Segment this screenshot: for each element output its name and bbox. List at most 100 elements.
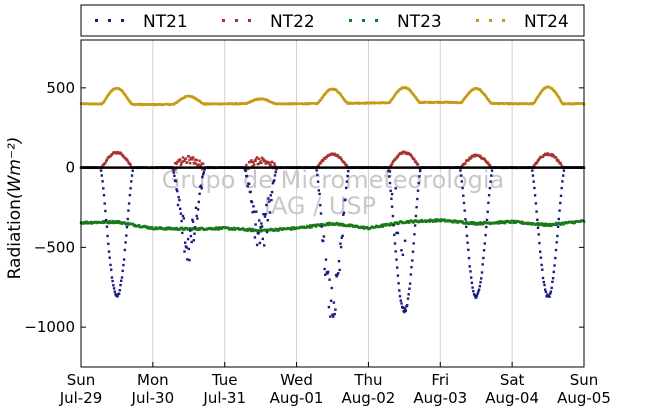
nt21-point: [490, 169, 494, 172]
nt22-point: [201, 168, 204, 171]
nt22-point: [129, 163, 132, 166]
nt23-point: [108, 219, 111, 223]
nt21-point: [408, 282, 412, 285]
nt21-point: [327, 270, 330, 274]
nt23-point: [464, 222, 467, 225]
nt23-point: [227, 226, 230, 229]
nt21-point: [273, 179, 276, 182]
nt21-point: [258, 241, 262, 245]
nt22-point: [416, 163, 420, 166]
nt23-point: [503, 222, 507, 225]
nt21-point: [267, 197, 270, 200]
nt21-point: [398, 289, 401, 292]
nt22-point: [260, 161, 263, 165]
nt21-point: [316, 173, 319, 177]
nt24-point: [322, 95, 325, 98]
nt22-point: [195, 158, 198, 162]
nt21-point: [174, 179, 178, 183]
nt21-point: [249, 190, 252, 194]
nt21-point: [544, 290, 548, 294]
y-tick-label: 500: [46, 79, 75, 97]
nt22-point: [104, 161, 107, 165]
nt22-point: [260, 156, 264, 159]
nt21-point: [406, 304, 409, 307]
nt22-point: [122, 155, 126, 158]
nt24-point: [339, 93, 343, 97]
nt22-point: [259, 160, 262, 163]
nt23-point: [181, 226, 184, 230]
nt24-point: [536, 95, 540, 99]
nt24-point: [120, 89, 124, 92]
nt23-point: [342, 223, 345, 226]
nt21-point: [111, 279, 114, 283]
nt22-point: [263, 159, 267, 162]
nt21-point: [265, 230, 269, 234]
nt22-point: [413, 158, 416, 161]
nt23-point: [479, 221, 482, 224]
nt23-point: [548, 224, 551, 228]
nt21-point: [183, 250, 186, 253]
nt22-point: [535, 162, 538, 165]
nt21-point: [553, 264, 556, 267]
nt21-point: [539, 250, 542, 253]
nt21-point: [475, 296, 478, 299]
nt21-point: [116, 295, 119, 298]
nt22-point: [267, 160, 270, 164]
nt21-point: [403, 307, 407, 310]
nt21-point: [413, 224, 417, 227]
nt21-point: [531, 169, 534, 172]
nt23-point: [431, 219, 434, 222]
nt22-point: [250, 160, 254, 164]
nt22-point: [479, 154, 482, 158]
nt21-point: [270, 190, 274, 194]
nt23-point: [434, 220, 438, 223]
nt24-point: [105, 97, 108, 100]
nt23-point: [461, 220, 464, 223]
nt23-point: [388, 223, 392, 227]
nt22-point: [176, 160, 179, 164]
nt23-point: [216, 226, 219, 229]
nt21-point: [544, 288, 547, 291]
nt23-point: [526, 221, 529, 224]
nt23-point: [549, 222, 552, 226]
nt22-point: [126, 159, 129, 163]
nt22-point: [461, 164, 464, 168]
nt22-point: [470, 156, 473, 160]
nt21-point: [560, 186, 563, 190]
nt21-point: [418, 175, 421, 178]
nt22-point: [191, 158, 194, 161]
nt21-point: [335, 275, 338, 278]
nt21-point: [258, 219, 261, 222]
nt24-point: [465, 95, 468, 99]
nt21-point: [347, 170, 350, 173]
legend-marker: [121, 19, 124, 22]
nt23-point: [406, 219, 409, 223]
nt22-point: [257, 162, 260, 166]
nt22-point: [245, 163, 248, 167]
nt21-point: [467, 256, 471, 260]
nt23-point: [554, 221, 558, 225]
nt21-point: [177, 196, 180, 199]
nt24-point: [466, 93, 469, 97]
nt21-point: [261, 237, 264, 241]
nt23-point: [428, 220, 431, 223]
nt21-point: [392, 224, 395, 227]
nt21-point: [268, 211, 272, 214]
nt21-point: [404, 309, 407, 313]
nt21-point: [184, 241, 187, 244]
nt21-point: [99, 169, 103, 172]
nt23-point: [439, 220, 442, 223]
nt21-point: [119, 283, 122, 287]
nt23-point: [309, 224, 312, 227]
nt23-point: [465, 220, 468, 224]
nt21-point: [471, 286, 474, 289]
nt24-point: [106, 94, 109, 98]
nt23-point: [232, 226, 236, 230]
x-tick-label-date: Aug-01: [270, 389, 324, 407]
nt22-point: [464, 162, 467, 165]
nt23-point: [472, 221, 475, 224]
nt21-point: [193, 232, 196, 235]
nt21-point: [477, 290, 480, 293]
nt21-point: [253, 210, 256, 213]
nt21-point: [536, 218, 539, 221]
